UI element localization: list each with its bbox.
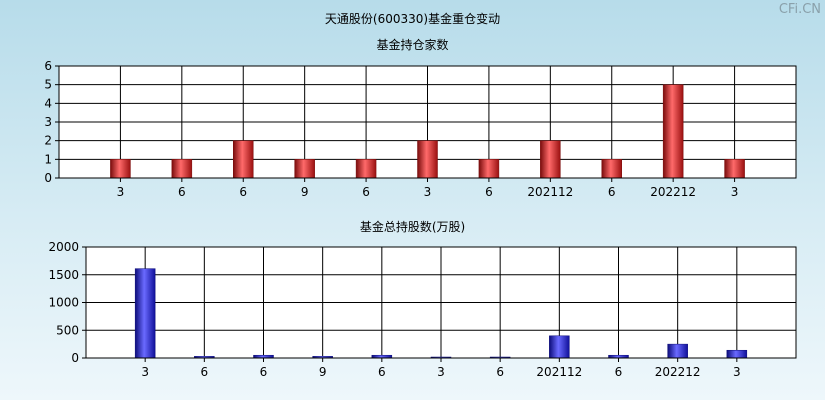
chart-1-bar xyxy=(662,84,684,179)
chart-1-bar xyxy=(478,159,500,179)
chart-1-bar xyxy=(355,159,377,179)
chart-1-ytick-label: 6 xyxy=(44,59,52,73)
chart-2-ytick-label: 0 xyxy=(71,351,79,365)
chart-2-xtick-label: 6 xyxy=(496,365,504,379)
chart-1-title: 基金持仓家数 xyxy=(376,38,449,52)
chart-1-xtick-label: 3 xyxy=(424,185,432,199)
chart-1-xtick-label: 6 xyxy=(485,185,493,199)
chart-2-frame xyxy=(85,246,797,359)
chart-2-xtick-label: 3 xyxy=(437,365,445,379)
chart-2-xtick-label: 3 xyxy=(141,365,149,379)
chart-1-xtick-label: 6 xyxy=(178,185,186,199)
chart-1-xtick-label: 3 xyxy=(117,185,125,199)
chart-2-xtick-label: 6 xyxy=(615,365,623,379)
chart-1-bar xyxy=(601,159,622,179)
chart-1-ytick-label: 2 xyxy=(44,134,52,148)
chart-1-xtick-label: 6 xyxy=(608,185,616,199)
chart-2-xtick-label: 3 xyxy=(733,365,741,379)
chart-2-ytick-label: 1500 xyxy=(48,268,79,282)
chart-1-ytick-label: 5 xyxy=(44,78,52,92)
chart-2-xtick-label: 202112 xyxy=(536,365,582,379)
chart-2-xtick-label: 9 xyxy=(319,365,327,379)
chart-2-ytick-label: 1000 xyxy=(48,296,79,310)
chart-1-ytick-label: 4 xyxy=(44,96,52,110)
chart-1-ytick-label: 0 xyxy=(44,171,52,185)
chart-2-ytick-label: 2000 xyxy=(48,240,79,254)
page-title: 天通股份(600330)基金重仓变动 xyxy=(324,12,501,26)
chart-1-bar xyxy=(110,159,131,179)
chart-1-ytick-label: 1 xyxy=(44,152,52,166)
chart-1-xtick-label: 9 xyxy=(301,185,309,199)
chart-2-bar xyxy=(134,268,156,359)
chart-2-title: 基金总持股数(万股) xyxy=(359,220,466,234)
watermark: CFi.CN xyxy=(778,2,821,17)
chart-1-xtick-label: 6 xyxy=(362,185,370,199)
chart-2-ytick-label: 500 xyxy=(56,323,79,337)
chart-1-xtick-label: 202212 xyxy=(650,185,696,199)
chart-1-xtick-label: 202112 xyxy=(527,185,573,199)
chart-1-bar xyxy=(294,159,315,179)
chart-1-bar xyxy=(417,140,438,179)
chart-2-xtick-label: 202212 xyxy=(655,365,701,379)
chart-2-xtick-label: 6 xyxy=(378,365,386,379)
chart-1-xtick-label: 6 xyxy=(239,185,247,199)
chart-1-bar xyxy=(724,159,745,179)
chart-1-bar xyxy=(233,140,254,179)
chart-2-bar xyxy=(549,335,570,359)
chart-2-xtick-label: 6 xyxy=(260,365,268,379)
chart-2-bar xyxy=(667,343,688,359)
chart-1-frame xyxy=(58,65,797,179)
chart-2-xtick-label: 6 xyxy=(201,365,209,379)
chart-1-bar xyxy=(171,159,193,179)
chart-2-bar xyxy=(726,349,748,359)
chart-1-ytick-label: 3 xyxy=(44,115,52,129)
chart-1-bar xyxy=(540,140,561,179)
chart-1-xtick-label: 3 xyxy=(731,185,739,199)
